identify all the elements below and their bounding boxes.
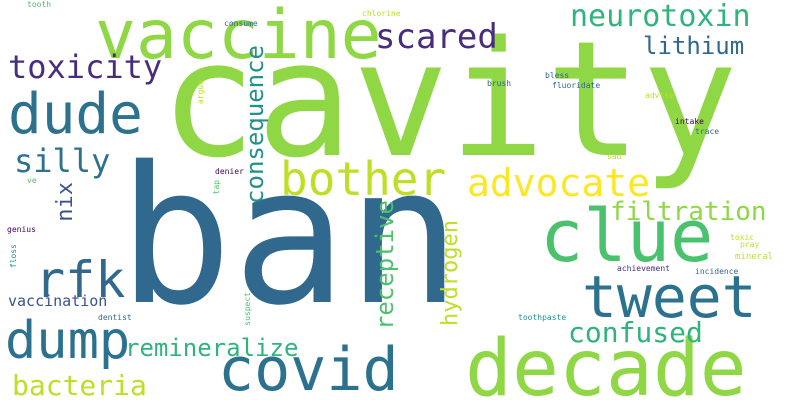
word-ban: ban (118, 126, 462, 347)
word-pray: pray (740, 240, 760, 249)
word-dump: dump (5, 311, 131, 371)
word-trace: trace (695, 127, 720, 136)
word-neurotoxin: neurotoxin (570, 0, 751, 34)
word-receptive: receptive (371, 200, 399, 331)
word-remineralize: remineralize (125, 334, 299, 362)
word-rfk: rfk (35, 251, 126, 309)
word-mineral: mineral (735, 252, 773, 262)
word-achievement: achievement (617, 264, 670, 273)
word-toxicity: toxicity (8, 48, 163, 86)
word-filtration: filtration (610, 197, 767, 227)
word-genius: genius (7, 225, 36, 234)
word-tap: tap (212, 180, 221, 195)
word-advocate: advocate (467, 161, 651, 205)
word-argue: argue (196, 80, 205, 105)
word-consume: consume (224, 19, 258, 28)
word-floss: floss (9, 244, 18, 269)
word-sad: sad (607, 152, 622, 161)
word-bother: bother (280, 152, 447, 206)
word-bacteria: bacteria (12, 369, 147, 400)
word-toothpaste: toothpaste (518, 313, 567, 322)
word-toxic: toxic (730, 233, 755, 242)
word-nix: nix (53, 182, 78, 222)
word-advise: advise (645, 91, 674, 100)
word-bless: bless (545, 71, 570, 80)
word-incidence: incidence (695, 267, 739, 276)
word-suspect: suspect (243, 292, 252, 326)
word-vaccine: vaccine (95, 0, 382, 75)
word-cavity: cavity (160, 6, 738, 193)
word-fluoridate: fluoridate (552, 81, 601, 90)
word-intake: intake (675, 117, 704, 126)
word-dude: dude (8, 82, 143, 147)
word-vaccination: vaccination (8, 292, 108, 310)
word-ve: ve (27, 176, 37, 185)
word-clue: clue (540, 194, 714, 278)
word-consequence: consequence (241, 45, 269, 204)
word-scared: scared (375, 17, 498, 57)
word-confused: confused (568, 316, 703, 349)
word-tooth: tooth (27, 0, 52, 9)
word-dentist: dentist (98, 313, 132, 322)
word-tweet: tweet (582, 263, 757, 331)
word-silly: silly (14, 142, 111, 180)
word-covid: covid (218, 335, 399, 400)
word-lithium: lithium (643, 32, 745, 60)
word-decade: decade (465, 324, 747, 400)
word-brush: brush (487, 79, 512, 88)
word-chlorine: chlorine (362, 9, 401, 18)
word-hydrogen: hydrogen (438, 220, 463, 326)
word-denier: denier (215, 167, 244, 176)
